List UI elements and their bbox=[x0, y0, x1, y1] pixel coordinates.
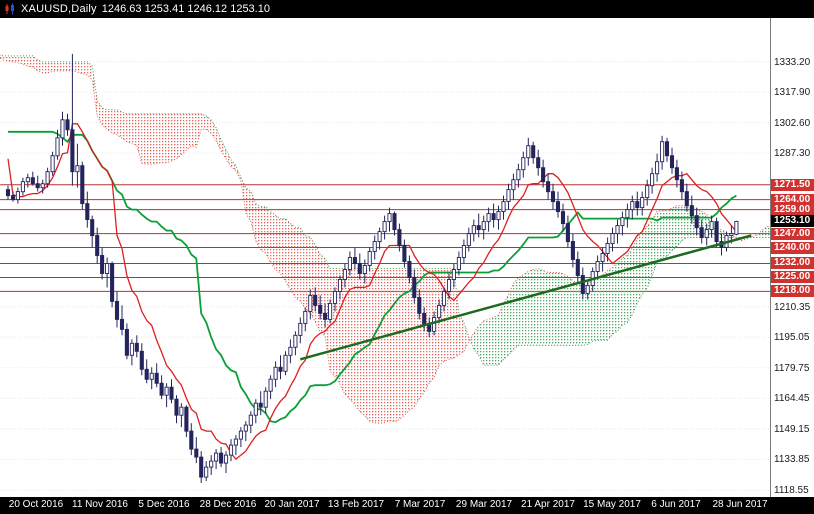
level-price-tag: 1264.00 bbox=[771, 194, 814, 206]
price-tick-label: 1333.20 bbox=[774, 57, 811, 68]
level-price-tag: 1232.00 bbox=[771, 257, 814, 269]
price-tick-label: 1118.55 bbox=[774, 485, 809, 496]
date-tick-label: 20 Oct 2016 bbox=[8, 499, 64, 510]
date-tick-label: 28 Jun 2017 bbox=[712, 499, 768, 510]
price-tick-label: 1149.15 bbox=[774, 424, 810, 435]
date-tick-label: 13 Feb 2017 bbox=[327, 499, 385, 510]
date-tick-label: 11 Nov 2016 bbox=[72, 499, 128, 510]
symbol-timeframe-label: XAUUSD,Daily bbox=[21, 3, 97, 15]
date-tick-label: 20 Jan 2017 bbox=[264, 499, 320, 510]
price-tick-label: 1164.45 bbox=[774, 393, 810, 404]
date-tick-label: 28 Dec 2016 bbox=[199, 499, 257, 510]
price-tick-label: 1317.90 bbox=[774, 87, 811, 98]
price-tick-label: 1195.05 bbox=[774, 332, 810, 343]
level-price-tag: 1247.00 bbox=[771, 228, 814, 240]
price-axis[interactable]: 1333.20 1317.90 1302.60 1287.30 1210.35 1195.… bbox=[770, 18, 814, 497]
chart-plot-area[interactable] bbox=[0, 18, 770, 497]
date-tick-label: 21 Apr 2017 bbox=[521, 499, 575, 510]
current-price-tag: 1253.10 bbox=[771, 215, 814, 227]
level-price-tag: 1218.00 bbox=[771, 285, 814, 297]
level-price-tag: 1259.00 bbox=[771, 204, 814, 216]
time-axis[interactable]: 20 Oct 2016 11 Nov 2016 5 Dec 2016 28 Dec 2… bbox=[0, 497, 814, 514]
candlestick-chart-icon bbox=[4, 3, 16, 15]
price-tick-label: 1179.75 bbox=[774, 363, 810, 374]
date-tick-label: 6 Jun 2017 bbox=[651, 499, 701, 510]
price-tick-label: 1302.60 bbox=[774, 118, 811, 129]
date-tick-label: 29 Mar 2017 bbox=[455, 499, 513, 510]
price-chart-svg[interactable] bbox=[0, 18, 770, 497]
price-tick-label: 1287.30 bbox=[774, 148, 811, 159]
price-tick-label: 1210.35 bbox=[774, 302, 811, 313]
chart-info-bar: XAUUSD,Daily 1246.63 1253.41 1246.12 125… bbox=[0, 0, 814, 18]
level-price-tag: 1225.00 bbox=[771, 271, 814, 283]
date-tick-label: 15 May 2017 bbox=[583, 499, 641, 510]
level-price-tag: 1271.50 bbox=[771, 179, 814, 191]
price-tick-label: 1133.85 bbox=[774, 454, 810, 465]
date-tick-label: 7 Mar 2017 bbox=[394, 499, 446, 510]
ohlc-quote-label: 1246.63 1253.41 1246.12 1253.10 bbox=[101, 3, 270, 15]
level-price-tag: 1240.00 bbox=[771, 242, 814, 254]
date-tick-label: 5 Dec 2016 bbox=[138, 499, 190, 510]
